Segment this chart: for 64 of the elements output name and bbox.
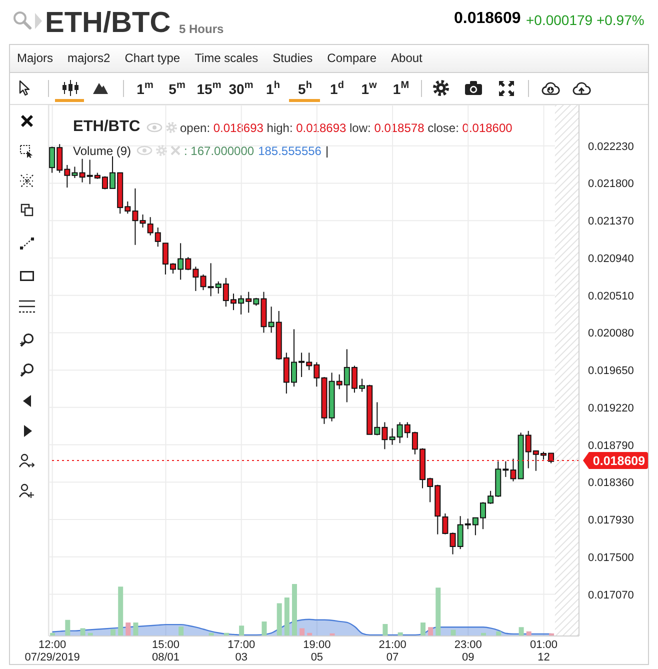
chart-title: ETH/BTC	[45, 6, 171, 39]
y-tick-label: 0.020080	[588, 328, 634, 340]
annotation: ETH/BTC	[73, 118, 140, 136]
bar	[262, 621, 267, 636]
chart-subtitle: 5 Hours	[179, 22, 224, 36]
y-tick-label: 0.019650	[588, 365, 634, 378]
text: 1$^{d}$	[329, 80, 345, 97]
x-tick-label: 01:00 12	[530, 639, 558, 664]
y-tick-label: 0.022230	[588, 140, 634, 153]
y-tick-label: 0.017930	[588, 514, 634, 527]
text: +0.000179 +0.97%	[526, 12, 644, 28]
bar	[436, 588, 441, 636]
y-tick-label: 0.020940	[588, 252, 634, 265]
text: 1$^{w}$	[360, 80, 378, 97]
y-tick-label: 0.021800	[588, 178, 634, 190]
x-tick-label: 17:00 03	[228, 639, 256, 664]
text: 30$^{m}$	[228, 80, 254, 97]
bar	[178, 626, 184, 636]
x-tick-label: 21:00 07	[378, 639, 406, 664]
text: Compare	[327, 50, 377, 65]
candlestick	[140, 214, 146, 228]
y-tick-label: 0.017500	[588, 552, 634, 564]
text: 1$^{M}$	[392, 80, 410, 97]
x-tick-label: 19:00 05	[303, 639, 331, 664]
bar	[133, 622, 138, 636]
text: 0.018609	[454, 10, 521, 28]
y-tick-label: 0.020510	[588, 290, 634, 302]
bar	[284, 598, 290, 636]
bar	[300, 628, 305, 636]
y-tick-label: 0.018790	[588, 440, 634, 452]
text: Studies	[272, 50, 313, 65]
candlestick	[442, 512, 448, 535]
bar	[450, 630, 456, 636]
bar	[126, 622, 131, 636]
text: About	[391, 50, 422, 65]
y-tick-label: 0.019220	[588, 402, 634, 414]
y-tick-label: 0.021370	[588, 216, 634, 228]
bar	[382, 624, 388, 636]
x-tick-label: 12:00 07/29/2019	[24, 639, 80, 664]
text: 5$^{h}$	[297, 80, 313, 97]
text: 5$^{m}$	[168, 80, 186, 97]
annotation: open: 0.018693 high: 0.018693 low: 0.018578 close: 0.018600	[180, 121, 512, 136]
y-tick-label: 0.017070	[588, 589, 634, 602]
text: Chart type	[124, 50, 180, 65]
y-tick-label: 0.018360	[588, 477, 634, 490]
bar	[428, 627, 434, 636]
bar	[65, 620, 70, 636]
bar	[239, 626, 244, 636]
ref-line-label: 0.018609	[592, 454, 646, 468]
text: majors2	[68, 50, 110, 65]
bar	[420, 622, 426, 636]
bar	[518, 627, 524, 636]
text: Time scales	[194, 50, 258, 65]
bar	[118, 586, 124, 636]
text: 1$^{m}$	[136, 80, 154, 97]
bar	[80, 628, 86, 636]
x-tick-label: 23:00 09	[454, 639, 482, 664]
text: Majors	[17, 50, 54, 65]
bar	[110, 629, 116, 636]
text: 15$^{m}$	[196, 80, 222, 97]
bar	[276, 603, 282, 636]
bar	[292, 584, 297, 636]
text: 1$^{h}$	[265, 80, 281, 97]
x-tick-label: 15:00 08/01	[152, 639, 180, 664]
